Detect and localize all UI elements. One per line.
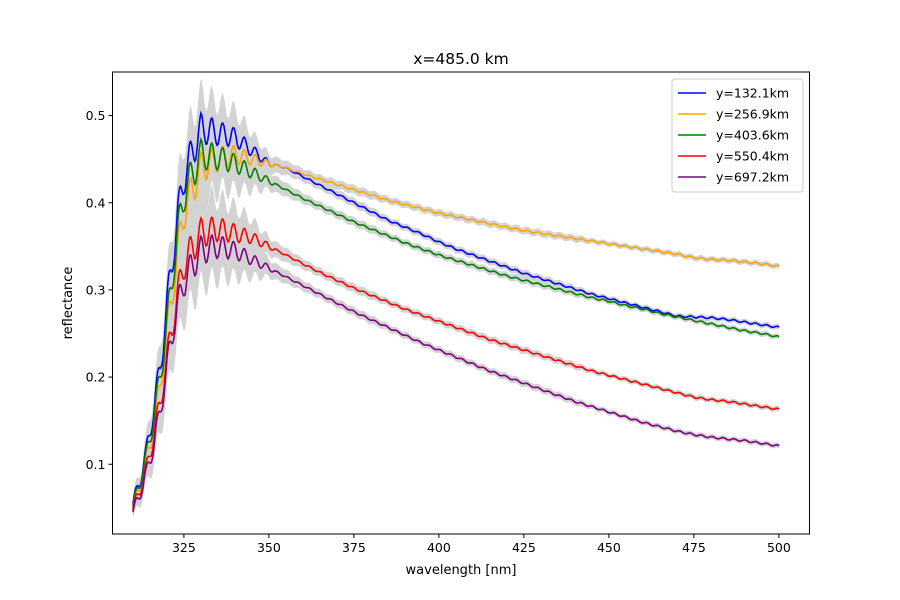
x-tick-label: 500 xyxy=(767,540,791,555)
legend-box xyxy=(671,78,804,193)
y-tick-label: 0.3 xyxy=(86,282,106,297)
plot-frame xyxy=(112,71,810,535)
uncertainty-band-5 xyxy=(132,201,779,520)
series-line-1 xyxy=(132,110,780,504)
series-line-5 xyxy=(132,233,780,513)
x-tick-label: 425 xyxy=(512,540,536,555)
x-tick-label: 450 xyxy=(597,540,621,555)
legend-label-2: y=256.9km xyxy=(716,107,789,122)
chart-title: x=485.0 km xyxy=(413,50,509,68)
x-tick-label: 375 xyxy=(342,540,366,555)
x-tick-label: 475 xyxy=(682,540,706,555)
legend-label-3: y=403.6km xyxy=(716,128,789,143)
legend-label-5: y=697.2km xyxy=(716,170,789,185)
legend-label-4: y=550.4km xyxy=(716,149,789,164)
series-line-2 xyxy=(132,144,780,508)
y-tick-label: 0.2 xyxy=(86,370,106,385)
y-axis-label: reflectance xyxy=(61,267,76,340)
series-line-3 xyxy=(132,136,780,507)
y-tick-label: 0.5 xyxy=(86,108,106,123)
series-lines xyxy=(132,110,780,513)
x-tick-label: 350 xyxy=(257,540,281,555)
y-tick-label: 0.1 xyxy=(86,457,106,472)
x-tick-label: 400 xyxy=(427,540,451,555)
y-tick-label: 0.4 xyxy=(86,195,106,210)
legend: y=132.1km y=256.9km y=403.6km y=550.4km y=69… xyxy=(671,78,804,193)
legend-label-1: y=132.1km xyxy=(716,86,789,101)
x-axis: 325 350 375 400 425 450 475 500 xyxy=(172,534,791,555)
uncertainty-band-4 xyxy=(132,183,779,517)
y-axis: 0.1 0.2 0.3 0.4 0.5 xyxy=(86,108,113,472)
x-tick-label: 325 xyxy=(172,540,196,555)
x-axis-label: wavelength [nm] xyxy=(406,563,517,578)
uncertainty-band-1 xyxy=(132,78,779,511)
series-line-4 xyxy=(132,215,780,510)
